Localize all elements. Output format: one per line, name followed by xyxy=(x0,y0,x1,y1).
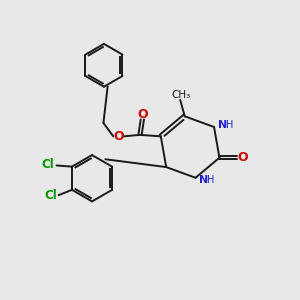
Text: O: O xyxy=(237,151,248,164)
Text: H: H xyxy=(226,120,233,130)
Text: Cl: Cl xyxy=(44,189,57,202)
Text: N: N xyxy=(218,120,227,130)
Text: O: O xyxy=(113,130,124,143)
Text: N: N xyxy=(199,175,208,185)
Text: O: O xyxy=(137,108,148,121)
Text: H: H xyxy=(207,175,215,185)
Text: CH₃: CH₃ xyxy=(171,90,190,100)
Text: Cl: Cl xyxy=(42,158,55,171)
